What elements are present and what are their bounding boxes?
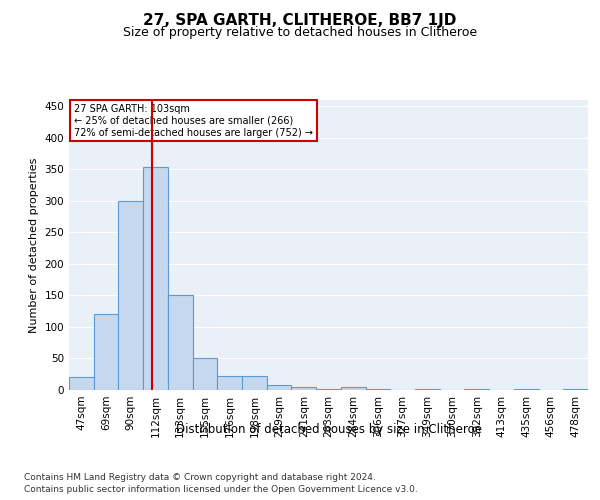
Text: Contains HM Land Registry data © Crown copyright and database right 2024.: Contains HM Land Registry data © Crown c… [24,472,376,482]
Bar [94,314,118,390]
Bar [193,358,217,390]
Bar [118,201,143,390]
Bar [464,388,489,390]
Bar [242,376,267,390]
Text: 27, SPA GARTH, CLITHEROE, BB7 1JD: 27, SPA GARTH, CLITHEROE, BB7 1JD [143,12,457,28]
Y-axis label: Number of detached properties: Number of detached properties [29,158,39,332]
Bar [365,388,390,390]
Text: Contains public sector information licensed under the Open Government Licence v3: Contains public sector information licen… [24,485,418,494]
Text: Distribution of detached houses by size in Clitheroe: Distribution of detached houses by size … [176,422,482,436]
Bar [143,168,168,390]
Bar [217,376,242,390]
Bar [514,388,539,390]
Text: Size of property relative to detached houses in Clitheroe: Size of property relative to detached ho… [123,26,477,39]
Bar [168,296,193,390]
Bar [316,388,341,390]
Bar [69,378,94,390]
Bar [563,388,588,390]
Bar [415,388,440,390]
Bar [341,387,365,390]
Text: 27 SPA GARTH: 103sqm
← 25% of detached houses are smaller (266)
72% of semi-deta: 27 SPA GARTH: 103sqm ← 25% of detached h… [74,104,313,138]
Bar [267,385,292,390]
Bar [292,387,316,390]
